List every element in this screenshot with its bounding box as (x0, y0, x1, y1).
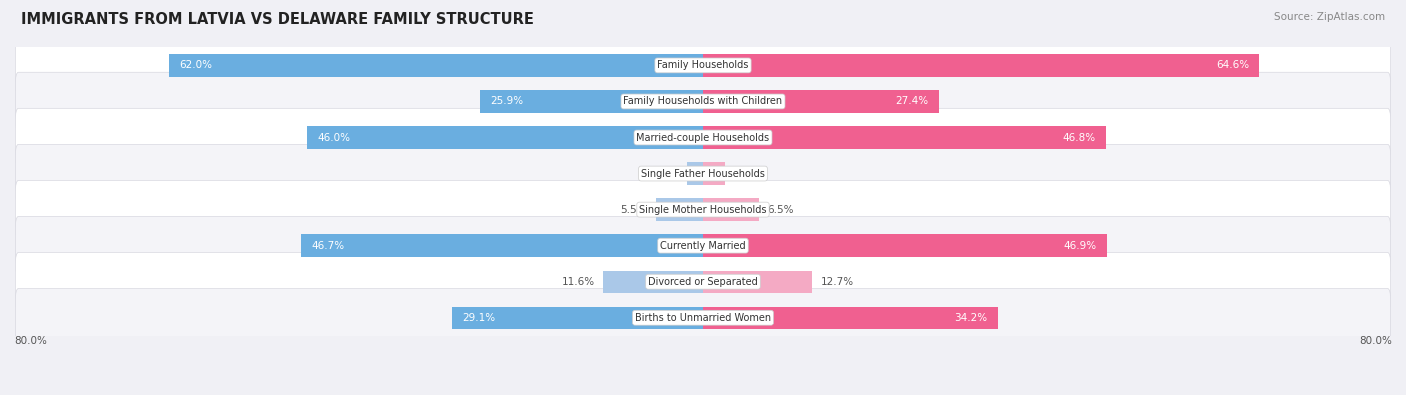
Text: 34.2%: 34.2% (955, 313, 987, 323)
FancyBboxPatch shape (15, 181, 1391, 239)
Bar (307, 126, 703, 149)
Bar (703, 90, 939, 113)
FancyBboxPatch shape (15, 216, 1391, 275)
FancyBboxPatch shape (15, 144, 1391, 203)
Text: 80.0%: 80.0% (1360, 336, 1392, 346)
Bar (703, 235, 1107, 257)
FancyBboxPatch shape (15, 288, 1391, 347)
Bar (453, 307, 703, 329)
FancyBboxPatch shape (15, 72, 1391, 131)
Text: Divorced or Separated: Divorced or Separated (648, 276, 758, 287)
Text: Family Households: Family Households (658, 60, 748, 70)
Bar (603, 271, 703, 293)
Bar (703, 271, 813, 293)
Text: 46.8%: 46.8% (1063, 132, 1095, 143)
Text: 11.6%: 11.6% (561, 276, 595, 287)
Text: 5.5%: 5.5% (620, 205, 647, 214)
Bar (703, 126, 1107, 149)
Bar (301, 235, 703, 257)
Text: 25.9%: 25.9% (491, 96, 523, 107)
Bar (703, 162, 724, 185)
Text: 46.9%: 46.9% (1063, 241, 1097, 251)
Text: 6.5%: 6.5% (768, 205, 794, 214)
Text: Births to Unmarried Women: Births to Unmarried Women (636, 313, 770, 323)
Text: 2.5%: 2.5% (733, 169, 759, 179)
Text: 62.0%: 62.0% (180, 60, 212, 70)
Text: 80.0%: 80.0% (14, 336, 46, 346)
FancyBboxPatch shape (15, 108, 1391, 167)
Text: Currently Married: Currently Married (661, 241, 745, 251)
Text: 1.9%: 1.9% (651, 169, 678, 179)
Text: Family Households with Children: Family Households with Children (623, 96, 783, 107)
Text: 46.0%: 46.0% (318, 132, 350, 143)
FancyBboxPatch shape (15, 36, 1391, 95)
Text: Single Mother Households: Single Mother Households (640, 205, 766, 214)
Bar (655, 198, 703, 221)
Bar (703, 198, 759, 221)
Text: 29.1%: 29.1% (463, 313, 496, 323)
Text: Single Father Households: Single Father Households (641, 169, 765, 179)
Text: Married-couple Households: Married-couple Households (637, 132, 769, 143)
Bar (169, 54, 703, 77)
Bar (479, 90, 703, 113)
Bar (686, 162, 703, 185)
Text: Source: ZipAtlas.com: Source: ZipAtlas.com (1274, 12, 1385, 22)
Text: 46.7%: 46.7% (311, 241, 344, 251)
Text: 12.7%: 12.7% (821, 276, 853, 287)
FancyBboxPatch shape (15, 252, 1391, 311)
Bar (703, 54, 1260, 77)
Bar (703, 307, 997, 329)
Text: 27.4%: 27.4% (896, 96, 928, 107)
Text: IMMIGRANTS FROM LATVIA VS DELAWARE FAMILY STRUCTURE: IMMIGRANTS FROM LATVIA VS DELAWARE FAMIL… (21, 12, 534, 27)
Text: 64.6%: 64.6% (1216, 60, 1249, 70)
